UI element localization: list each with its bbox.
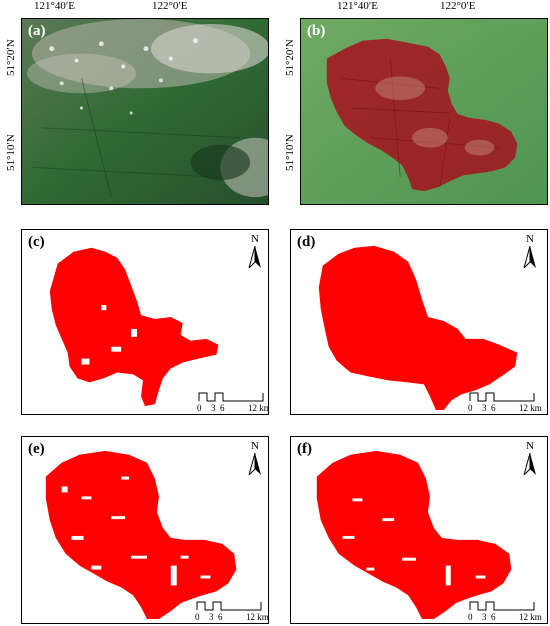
scale-bar-d: 0 3 6 12 km	[468, 392, 547, 414]
panel-label-e: (e)	[28, 441, 45, 457]
burned-area-map-c	[49, 247, 219, 407]
north-arrow-d: N	[519, 233, 541, 268]
north-arrow-f: N	[519, 440, 541, 475]
panel-label-c: (c)	[28, 234, 45, 250]
y-tick-b-2: 51°10′N	[284, 134, 296, 171]
burned-area-e	[45, 450, 237, 620]
panel-label-a: (a)	[28, 23, 46, 39]
panel-f: (f) N 0 3 6 12 km	[290, 436, 548, 624]
scale-bar-f: 0 3 6 12 km	[468, 601, 547, 623]
x-tick-a-2: 122°0′E	[152, 0, 188, 12]
scale-bar-e: 0 3 6 12 km	[195, 601, 268, 623]
north-arrow-c: N	[244, 233, 266, 268]
burned-area-f	[316, 450, 512, 620]
panel-a: (a)	[21, 18, 269, 205]
burned-area-d	[318, 245, 518, 411]
burned-area-map-e	[45, 450, 237, 620]
panel-d: (d) N 0 3 6 12 km	[290, 229, 548, 415]
x-tick-a-1: 121°40′E	[34, 0, 76, 12]
panel-b: (b)	[300, 18, 548, 205]
burned-area-c	[49, 247, 219, 407]
pre-fire-image	[22, 19, 268, 204]
panel-c: (c) N 0 3 6 12 km	[21, 229, 269, 415]
x-tick-b-1: 121°40′E	[337, 0, 379, 12]
x-tick-b-2: 122°0′E	[440, 0, 476, 12]
panel-label-f: (f)	[297, 441, 312, 457]
panel-label-d: (d)	[297, 234, 316, 250]
scale-bar-c: 0 3 6 12 km	[197, 392, 268, 414]
y-tick-a-1: 51°20′N	[5, 39, 17, 76]
post-fire-image	[301, 19, 547, 204]
north-arrow-e: N	[244, 440, 266, 475]
y-tick-b-1: 51°20′N	[284, 39, 296, 76]
burned-area-map-d	[318, 245, 518, 411]
panel-e: (e) N 0 3 6 12 km	[21, 436, 269, 624]
panel-label-b: (b)	[307, 23, 326, 39]
y-tick-a-2: 51°10′N	[5, 134, 17, 171]
burned-area-map-f	[316, 450, 512, 620]
